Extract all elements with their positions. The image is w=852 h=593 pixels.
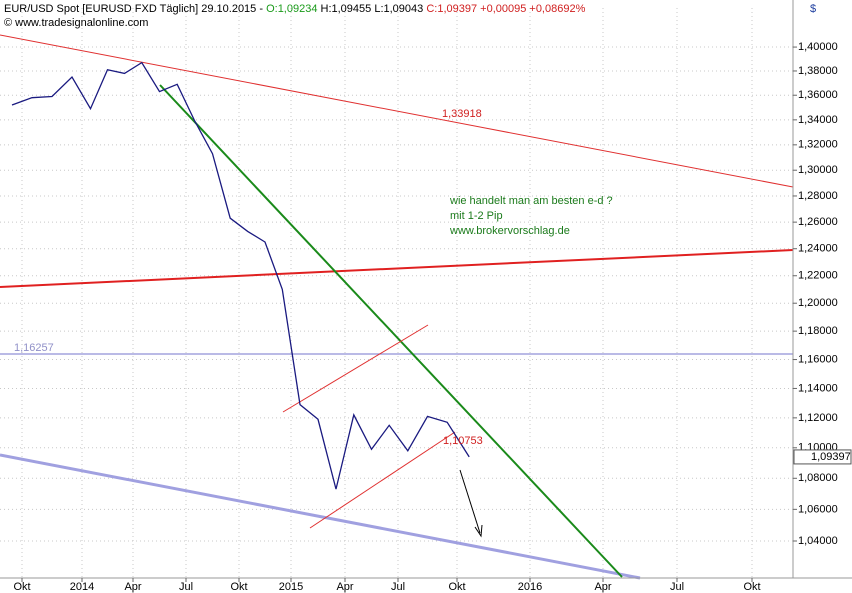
last-price-label: 1,09397 bbox=[811, 451, 851, 463]
y-tick-label: 1,30000 bbox=[798, 164, 838, 176]
y-tick-label: 1,20000 bbox=[798, 297, 838, 309]
y-tick-label: 1,12000 bbox=[798, 412, 838, 424]
y-tick-label: 1,14000 bbox=[798, 382, 838, 394]
y-tick-label: 1,36000 bbox=[798, 89, 838, 101]
y-tick-label: 1,38000 bbox=[798, 65, 838, 77]
channel-label: 1,10753 bbox=[443, 435, 483, 447]
y-tick-label: 1,40000 bbox=[798, 41, 838, 53]
y-tick-label: 1,22000 bbox=[798, 270, 838, 282]
y-tick-label: 1,08000 bbox=[798, 472, 838, 484]
x-tick-label: Apr bbox=[336, 581, 353, 593]
y-tick-label: 1,32000 bbox=[798, 139, 838, 151]
x-tick-label: 2014 bbox=[70, 581, 94, 593]
y-tick-label: 1,28000 bbox=[798, 190, 838, 202]
channel-upper bbox=[282, 324, 429, 413]
x-tick-label: Jul bbox=[179, 581, 193, 593]
y-tick-label: 1,06000 bbox=[798, 503, 838, 515]
x-tick-label: 2015 bbox=[279, 581, 303, 593]
x-tick-label: Apr bbox=[124, 581, 141, 593]
arrow-head bbox=[474, 524, 483, 538]
title-high-low: H:1,09455 L:1,09043 bbox=[317, 3, 426, 15]
plot bbox=[11, 61, 470, 490]
x-tick-label: Jul bbox=[391, 581, 405, 593]
source: © www.tradesignalonline.com bbox=[4, 17, 148, 29]
note-line: wie handelt man am besten e-d ? bbox=[449, 195, 613, 207]
support-line bbox=[0, 453, 641, 580]
upper-line-label: 1,33918 bbox=[442, 108, 482, 120]
last-price-box bbox=[793, 449, 852, 465]
x-tick-label: 2016 bbox=[518, 581, 542, 593]
x-tick-label: Apr bbox=[594, 581, 611, 593]
y-tick-label: 1,18000 bbox=[798, 325, 838, 337]
currency: $ bbox=[810, 3, 816, 15]
y-tick-label: 1,16000 bbox=[798, 353, 838, 365]
note-line: mit 1-2 Pip bbox=[450, 210, 503, 222]
title-open: O:1,09234 bbox=[266, 3, 317, 15]
x-tick-label: Okt bbox=[13, 581, 30, 593]
title: EUR/USD Spot [EURUSD FXD Täglich] 29.10.… bbox=[4, 3, 586, 15]
grid bbox=[0, 8, 793, 578]
x-tick-label: Okt bbox=[448, 581, 465, 593]
x-tick-label: Okt bbox=[743, 581, 760, 593]
y-tick-label: 1,04000 bbox=[798, 535, 838, 547]
trend-line-upper bbox=[0, 34, 794, 188]
y-tick-label: 1,34000 bbox=[798, 114, 838, 126]
trend-line-green bbox=[159, 84, 623, 578]
title-close: C:1,09397 +0,00095 +0,08692% bbox=[426, 3, 585, 15]
note-line: www.brokervorschlag.de bbox=[449, 225, 570, 237]
price-line bbox=[11, 61, 470, 490]
arrow bbox=[459, 469, 481, 534]
title-instrument: EUR/USD Spot [EURUSD FXD Täglich] 29.10.… bbox=[4, 3, 266, 15]
x-tick-label: Jul bbox=[670, 581, 684, 593]
y-tick-label: 1,26000 bbox=[798, 216, 838, 228]
y-tick-label: 1,24000 bbox=[798, 243, 838, 255]
level-label: 1,16257 bbox=[14, 342, 54, 354]
trend-line-red bbox=[0, 249, 794, 288]
x-tick-label: Okt bbox=[230, 581, 247, 593]
channel-lower bbox=[309, 431, 456, 529]
